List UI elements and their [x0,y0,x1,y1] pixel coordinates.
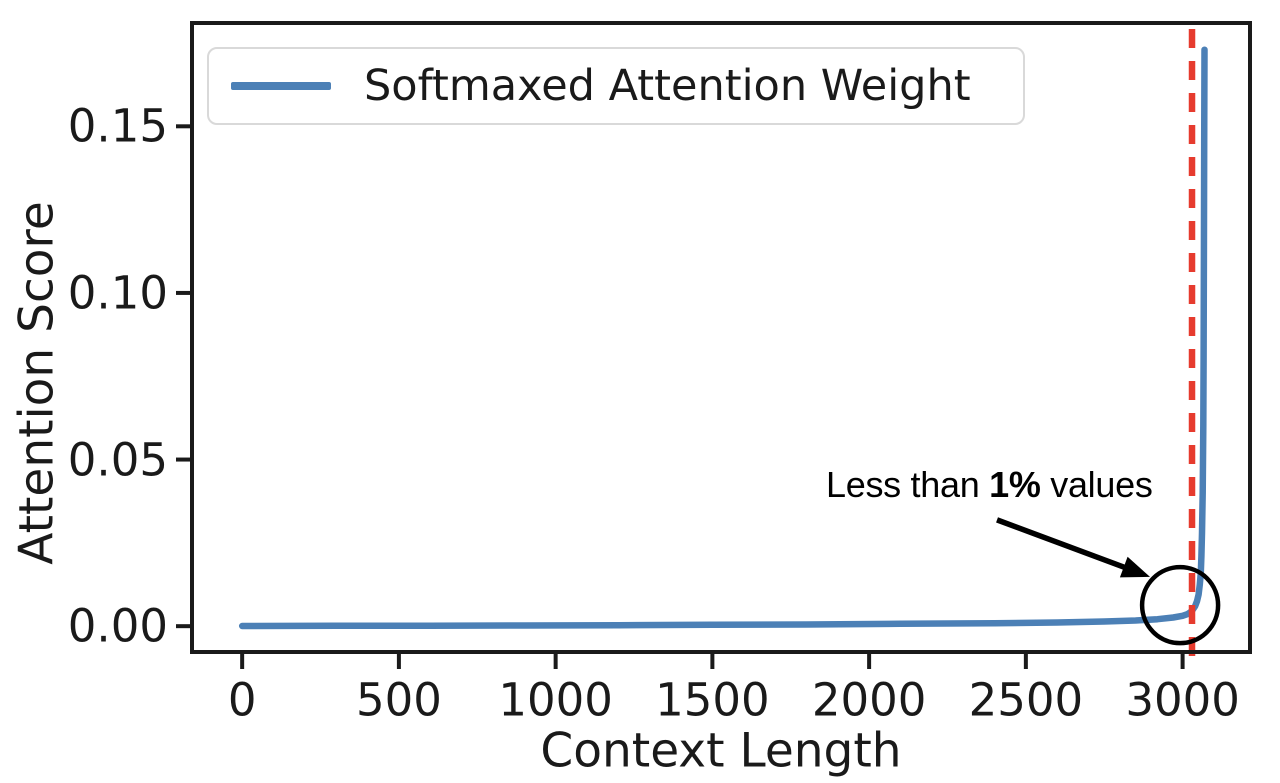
x-tick-label: 1000 [498,673,613,727]
y-tick-label: 0.15 [67,99,168,153]
annotation-text: Less than 1% values [826,466,1153,504]
x-tick-label: 3000 [1125,673,1240,727]
annotation-arrow-shaft [996,517,1135,574]
y-tick-label: 0.05 [67,433,168,487]
legend: Softmaxed Attention Weight [207,47,1025,125]
x-tick-label: 500 [355,673,442,727]
x-tick-label: 2500 [968,673,1084,727]
x-tick-label: 0 [227,673,257,727]
legend-line-sample [231,82,331,90]
annotation-circle [1139,564,1221,646]
y-tick-label: 0.10 [67,266,168,320]
annotation-text-suffix: values [1040,464,1153,505]
attention-curve [238,46,1208,630]
y-tick-label: 0.00 [67,599,168,653]
x-axis-title: Context Length [540,723,902,779]
legend-entry-label: Softmaxed Attention Weight [364,60,971,111]
x-tick-label: 2000 [811,673,927,727]
y-axis-title: Attention Score [9,201,65,565]
annotation-arrow-head [1119,556,1150,578]
annotation-text-bold: 1% [989,464,1041,505]
plot-frame [190,21,1252,654]
x-tick-label: 1500 [655,673,770,727]
annotation-text-prefix: Less than [826,464,990,505]
